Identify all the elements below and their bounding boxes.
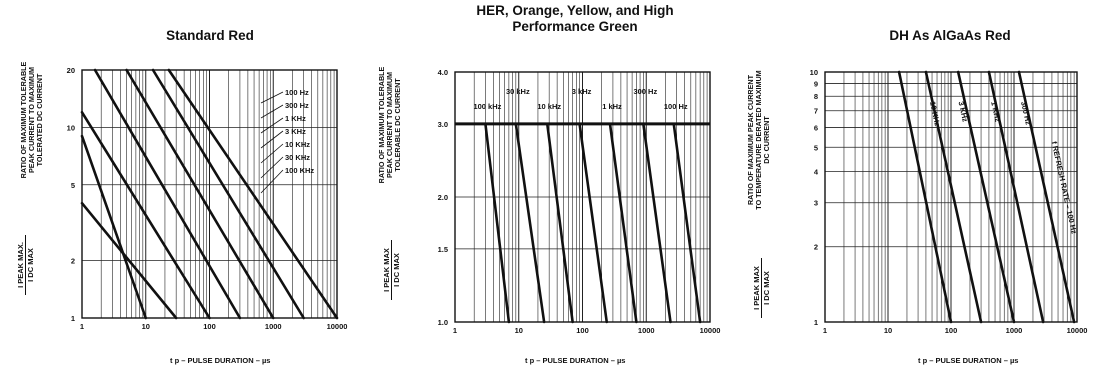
y-tick-label: 1 <box>814 318 818 327</box>
x-tick-label: 1000 <box>265 322 282 331</box>
label-leader-line <box>260 130 284 149</box>
series-line <box>642 122 672 324</box>
y-tick-label: 2.0 <box>438 193 448 202</box>
plot-frame <box>454 71 711 323</box>
x-axis-label: t p – PULSE DURATION – µs <box>170 356 271 365</box>
series-line <box>956 70 1016 324</box>
y-tick-label: 6 <box>814 123 818 132</box>
series-label: 10 kHz <box>537 102 561 111</box>
y-tick-label: 10 <box>810 68 818 77</box>
x-axis-label: t p – PULSE DURATION – µs <box>525 356 626 365</box>
chart-title: Standard Red <box>166 28 254 43</box>
y-tick-label: 10 <box>67 123 75 132</box>
y-tick-label: 5 <box>814 143 818 152</box>
series-label: 100 Hz <box>285 88 309 97</box>
x-tick-label: 1 <box>453 326 457 335</box>
series-label: 300 Hz <box>633 87 657 96</box>
x-tick-label: 100 <box>203 322 216 331</box>
series-label: 30 kHz <box>506 87 530 96</box>
label-leader-line <box>260 143 284 164</box>
series-line <box>1017 70 1076 324</box>
x-tick-label: 10 <box>515 326 523 335</box>
x-tick-label: 10000 <box>1067 326 1088 335</box>
x-tick-label: 10 <box>884 326 892 335</box>
label-leader-line <box>260 91 284 104</box>
y-tick-label: 3 <box>814 199 818 208</box>
label-leader-line <box>260 104 284 119</box>
y-tick-label: 1.0 <box>438 318 448 327</box>
x-axis-label: t p – PULSE DURATION – µs <box>918 356 1019 365</box>
chart-plot-area: 100 kHz 30 kHz 10 kHz 3 kHz 1 kHz 300 Hz 100 H… <box>438 68 721 335</box>
x-tick-label: 1 <box>823 326 827 335</box>
y-tick-label: 3.0 <box>438 120 448 129</box>
series-label: 30 KHz <box>285 153 310 162</box>
series-label: 3 KHz <box>285 127 306 136</box>
y-tick-label: 8 <box>814 92 818 101</box>
series-line <box>672 122 702 324</box>
x-tick-label: 1 <box>80 322 84 331</box>
x-tick-label: 100 <box>945 326 958 335</box>
chart-title: HER, Orange, Yellow, and High Performanc… <box>476 3 674 34</box>
series-line <box>924 70 983 324</box>
series-label: 100 kHz <box>473 102 501 111</box>
series-line <box>545 122 574 324</box>
series-line <box>80 134 148 320</box>
y-tick-label: 2 <box>814 243 818 252</box>
y-tick-label: 7 <box>814 107 818 116</box>
series-label: 300 Hz <box>285 101 309 110</box>
series-line <box>80 201 178 320</box>
label-leader-line <box>260 117 284 134</box>
series-line <box>80 110 211 320</box>
series-label: 100 Hz <box>664 102 688 111</box>
series-label: 3 kHz <box>572 87 592 96</box>
x-tick-label: 10000 <box>700 326 721 335</box>
x-tick-label: 10 <box>142 322 150 331</box>
x-tick-label: 1000 <box>638 326 655 335</box>
chart-panel-standard-red: Standard Red RATIO OF MAXIMUM TOLERABLE … <box>0 0 370 375</box>
chart-plot-area: 100 Hz 300 Hz 1 KHz 3 KHz 10 KHz 30 KHz 100 KH… <box>67 66 348 331</box>
label-leader-line <box>260 169 284 194</box>
series-line <box>93 68 242 320</box>
series-line <box>484 122 511 324</box>
x-tick-label: 100 <box>576 326 589 335</box>
y-tick-label: 5 <box>71 181 75 190</box>
label-leader-line <box>260 156 284 179</box>
series-label: 1 KHz <box>285 114 306 123</box>
series-label: 100 KHz <box>285 166 314 175</box>
x-tick-label: 1000 <box>1006 326 1023 335</box>
series-line <box>514 122 546 324</box>
y-tick-label: 20 <box>67 66 75 75</box>
chart-panel-her-orange-yellow-green: HER, Orange, Yellow, and High Performanc… <box>370 0 740 375</box>
y-tick-label: 1 <box>71 314 75 323</box>
y-tick-label: 1.5 <box>438 245 448 254</box>
x-tick-label: 10000 <box>327 322 348 331</box>
series-label: 10 KHz <box>285 140 310 149</box>
chart-title: DH As AlGaAs Red <box>889 28 1011 43</box>
series-line <box>608 122 638 324</box>
series-line <box>897 70 953 324</box>
y-tick-label: 4.0 <box>438 68 448 77</box>
series-line <box>151 68 305 320</box>
y-tick-label: 9 <box>814 79 818 88</box>
y-tick-label: 2 <box>71 257 75 266</box>
chart-panel-dh-as-algaas-red: DH As AlGaAs Red RATIO OF MAXIMUM PEAK C… <box>740 0 1105 375</box>
series-line <box>125 68 275 320</box>
series-line <box>167 68 339 320</box>
y-tick-label: 4 <box>814 167 819 176</box>
series-label: 1 kHz <box>602 102 622 111</box>
series-line <box>578 122 609 324</box>
series-line <box>987 70 1045 324</box>
